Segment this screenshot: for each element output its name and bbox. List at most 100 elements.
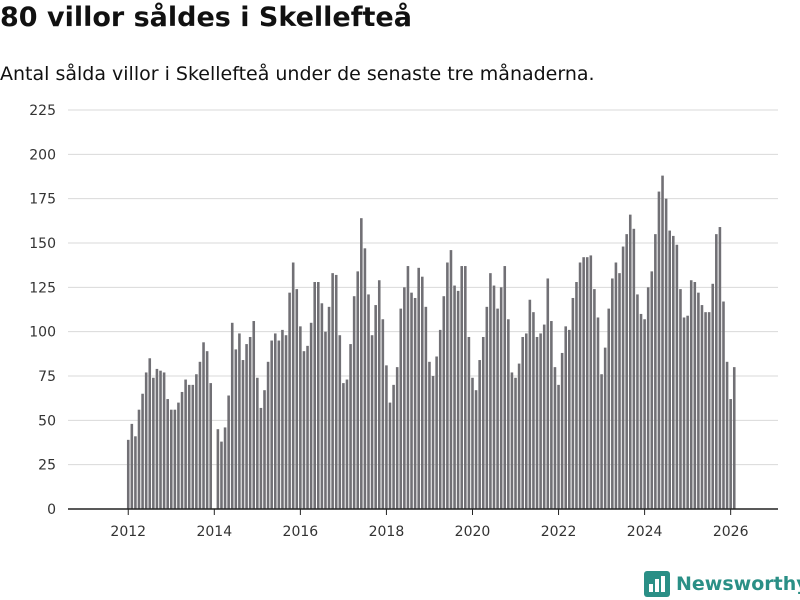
bar <box>589 255 593 509</box>
bar <box>270 340 273 509</box>
bar <box>385 365 388 509</box>
bar <box>223 427 227 509</box>
bar <box>722 301 725 509</box>
bar <box>367 294 370 509</box>
bar <box>130 423 134 509</box>
bar <box>435 356 438 509</box>
bar <box>417 267 420 509</box>
bar <box>403 287 406 509</box>
bar <box>334 274 338 509</box>
bar <box>689 280 693 509</box>
bar <box>126 439 130 509</box>
bar <box>521 336 524 509</box>
bar <box>320 303 324 509</box>
y-tick-label: 200 <box>29 147 56 163</box>
x-tick-label: 2014 <box>196 524 232 540</box>
bar <box>392 384 395 509</box>
bar <box>636 294 639 509</box>
bar <box>585 257 589 509</box>
bar <box>345 379 349 509</box>
bar <box>550 321 553 509</box>
bar <box>266 361 270 509</box>
bar <box>715 234 718 509</box>
newsworthy-logo[interactable]: Newsworthy <box>644 568 800 600</box>
bar <box>460 266 464 509</box>
bar <box>718 227 722 510</box>
bar <box>542 324 546 509</box>
bar <box>456 290 460 509</box>
x-tick-label: 2022 <box>541 524 577 540</box>
bar <box>324 331 327 509</box>
bar <box>177 402 180 509</box>
x-tick-label: 2018 <box>369 524 405 540</box>
bar <box>700 305 704 509</box>
bar <box>628 214 632 510</box>
bar <box>313 282 316 509</box>
y-tick-label: 50 <box>38 413 56 429</box>
bar <box>596 317 600 509</box>
bar <box>449 250 453 510</box>
y-tick-label: 175 <box>29 192 56 208</box>
bar <box>568 329 571 509</box>
bar <box>431 376 435 509</box>
bar <box>614 262 618 509</box>
bar <box>693 282 697 509</box>
bar <box>618 273 621 509</box>
bar <box>245 344 248 509</box>
bar <box>410 292 413 509</box>
bar <box>216 429 220 509</box>
bar <box>679 289 682 509</box>
bar <box>464 266 467 509</box>
bar-series <box>126 175 736 510</box>
bar <box>528 299 532 509</box>
bar <box>682 317 686 509</box>
bar <box>234 349 238 509</box>
bar <box>575 282 578 509</box>
bar <box>621 246 625 509</box>
bar <box>227 395 230 509</box>
bar <box>467 336 471 509</box>
highlight-value-label: 80 <box>729 0 747 4</box>
bar <box>162 372 166 509</box>
bar <box>187 384 191 509</box>
bar <box>442 296 446 509</box>
bar <box>198 361 202 509</box>
bar <box>657 191 661 509</box>
bar <box>180 391 184 509</box>
chart-title: 80 villor såldes i Skellefteå <box>0 2 412 33</box>
bar <box>603 347 607 509</box>
bar <box>377 280 381 509</box>
y-tick-label: 25 <box>38 458 56 474</box>
annotation: 80 <box>729 0 747 4</box>
bar <box>259 407 263 509</box>
bar <box>299 326 302 509</box>
bar <box>238 333 241 509</box>
x-axis-ticks: 2012 2014 2016 2018 2020 2022 2024 2026 <box>110 509 749 540</box>
bar <box>360 218 363 509</box>
bar <box>474 390 478 509</box>
bar <box>173 409 177 509</box>
bar <box>331 273 334 509</box>
bar <box>374 305 377 509</box>
bar <box>524 333 528 509</box>
bar <box>209 383 213 509</box>
bar <box>252 321 256 509</box>
bar <box>352 296 356 509</box>
bar <box>363 248 367 509</box>
bar <box>406 266 410 509</box>
bar <box>291 262 295 509</box>
bar <box>399 308 403 509</box>
bar <box>510 372 514 509</box>
x-tick-label: 2024 <box>627 524 663 540</box>
bar <box>309 322 313 509</box>
bar <box>302 351 306 509</box>
bar <box>338 335 342 509</box>
bar <box>327 306 331 509</box>
bar <box>732 367 736 509</box>
bar <box>220 441 223 509</box>
bar <box>424 306 428 509</box>
bar <box>273 333 277 509</box>
bar <box>704 312 707 509</box>
y-tick-label: 0 <box>47 502 56 518</box>
bar <box>388 402 392 509</box>
